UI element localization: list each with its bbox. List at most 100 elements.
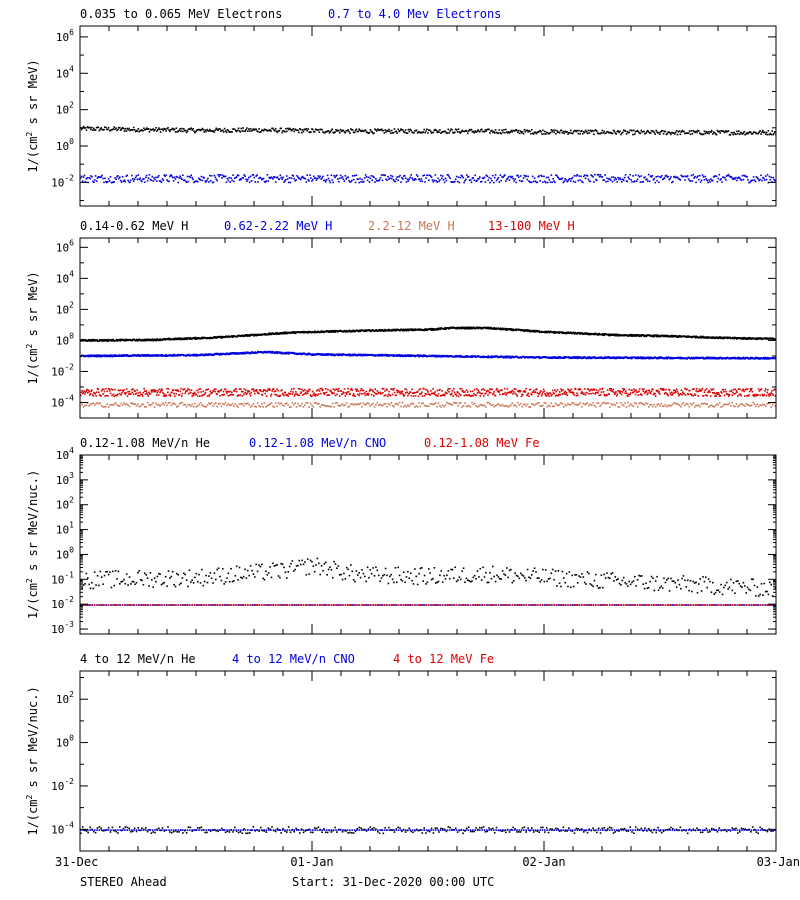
data-point [651, 130, 654, 132]
data-point [280, 402, 282, 404]
data-point [496, 132, 499, 135]
data-point [553, 331, 556, 333]
data-point [554, 402, 557, 405]
data-point [280, 127, 282, 130]
data-point [316, 129, 319, 131]
data-point [391, 328, 393, 331]
data-point [123, 130, 126, 132]
data-point [394, 180, 397, 183]
data-point [96, 354, 99, 356]
data-point [609, 131, 612, 134]
data-point [702, 335, 705, 338]
data-point [595, 405, 597, 408]
data-point [96, 401, 99, 404]
data-point [583, 131, 586, 134]
data-point [562, 130, 565, 133]
data-point [298, 404, 301, 407]
data-point [207, 177, 209, 180]
data-point [562, 181, 565, 184]
data-point [404, 328, 407, 331]
data-point [324, 131, 326, 134]
data-point [120, 355, 122, 357]
data-point [326, 353, 328, 355]
data-point [601, 129, 604, 132]
data-point [445, 179, 448, 182]
data-point [98, 354, 101, 356]
data-point [158, 403, 160, 406]
data-point [528, 180, 530, 182]
data-point [732, 178, 734, 181]
data-point [95, 354, 98, 357]
data-point [554, 357, 557, 359]
data-point [246, 334, 249, 336]
data-point [275, 351, 278, 353]
data-point [586, 333, 589, 336]
data-point [216, 128, 218, 131]
data-point [177, 130, 179, 133]
data-point [100, 355, 102, 358]
data-point [505, 180, 507, 182]
data-point [600, 175, 603, 178]
data-point [267, 404, 270, 407]
data-point [690, 174, 693, 177]
data-point [433, 179, 436, 182]
data-point [194, 131, 196, 134]
data-point [380, 404, 383, 407]
data-point [486, 175, 489, 177]
data-point [278, 130, 281, 132]
data-point [607, 131, 609, 133]
data-point [720, 130, 722, 132]
data-point [540, 130, 542, 133]
data-point [575, 356, 578, 358]
data-point [576, 356, 579, 358]
data-point [488, 128, 490, 131]
data-point [312, 131, 315, 133]
data-point [362, 130, 364, 132]
data-point [199, 179, 202, 181]
data-point [507, 355, 510, 358]
data-point [201, 127, 204, 130]
data-point [550, 174, 553, 176]
data-point [98, 176, 101, 178]
data-point [423, 354, 425, 356]
data-point [368, 181, 371, 183]
data-point [599, 174, 602, 176]
data-point [292, 128, 295, 130]
data-point [272, 178, 274, 180]
data-point [122, 180, 125, 182]
data-point [110, 129, 113, 131]
data-point [528, 129, 530, 132]
data-point [82, 176, 85, 178]
data-point [485, 130, 488, 132]
data-point [616, 181, 618, 183]
data-point [755, 337, 758, 340]
data-point [613, 179, 616, 181]
data-point [694, 131, 696, 134]
data-point [582, 181, 584, 184]
data-point [518, 176, 520, 178]
data-point [87, 354, 89, 357]
data-point [327, 330, 330, 332]
data-point [125, 403, 128, 405]
data-point [393, 405, 395, 408]
data-point [327, 130, 330, 132]
data-point [266, 404, 269, 407]
data-point [407, 328, 409, 331]
data-point [212, 130, 215, 132]
data-point [430, 132, 433, 134]
data-point [113, 181, 115, 183]
data-point [156, 130, 158, 132]
data-point [596, 173, 599, 176]
data-point [511, 402, 514, 404]
data-point [520, 131, 523, 134]
data-point [80, 177, 82, 179]
data-point [128, 181, 130, 183]
data-point [174, 338, 176, 341]
data-point [358, 329, 361, 332]
data-point [306, 129, 308, 132]
data-point [512, 328, 514, 330]
data-point [615, 178, 618, 181]
data-point [689, 180, 692, 182]
data-point [279, 403, 281, 406]
data-point [288, 177, 291, 179]
